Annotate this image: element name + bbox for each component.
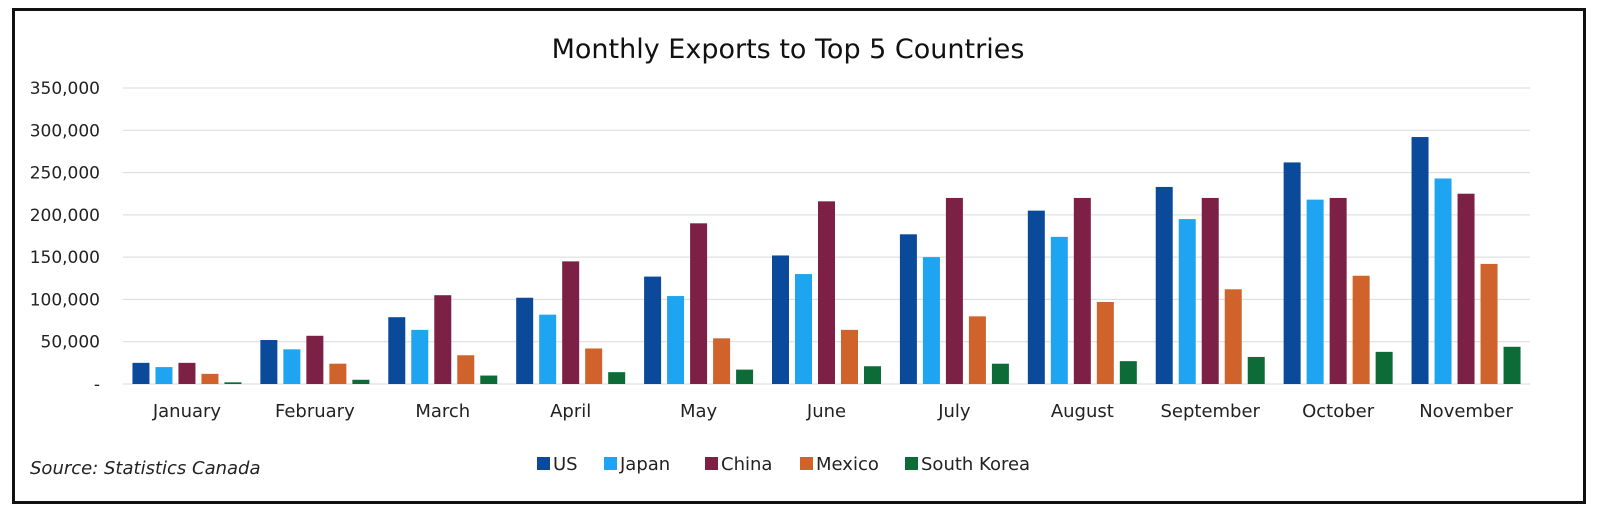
bar-us <box>1283 162 1301 384</box>
bar-us <box>132 362 150 384</box>
bar-china <box>818 201 835 384</box>
bar-us <box>899 234 917 384</box>
chart-border <box>12 8 1586 504</box>
y-axis-ticks: - 50,000 100,000 150,000 200,000 250,000 300,0… <box>30 79 100 395</box>
bar-south-korea <box>736 369 754 384</box>
bar-japan <box>539 314 557 384</box>
legend-swatch <box>604 457 617 470</box>
bar-mexico <box>329 363 347 384</box>
bar-us <box>1027 210 1045 384</box>
y-tick-label: 50,000 <box>41 333 100 353</box>
legend-label: US <box>553 454 578 475</box>
bar-mexico <box>968 316 986 384</box>
y-tick-label: 100,000 <box>30 290 100 310</box>
source-note: Source: Statistics Canada <box>30 458 261 479</box>
y-tick-label: 350,000 <box>30 79 100 99</box>
bar-mexico <box>585 348 603 384</box>
bar-china <box>1329 197 1347 384</box>
bar-south-korea <box>608 372 626 384</box>
bar-japan <box>1178 219 1196 384</box>
chart-title: Monthly Exports to Top 5 Countries <box>552 34 1025 65</box>
x-tick-label: October <box>1302 401 1375 422</box>
legend-swatch <box>800 457 813 470</box>
bars <box>132 137 1521 384</box>
bar-japan <box>155 367 173 384</box>
bar-us <box>388 317 406 384</box>
bar-south-korea <box>224 382 242 384</box>
bar-japan <box>795 274 812 384</box>
bar-us <box>260 340 278 384</box>
bar-south-korea <box>1503 346 1521 384</box>
legend-label: China <box>721 454 772 475</box>
bar-mexico <box>201 373 219 384</box>
legend-swatch <box>905 457 918 470</box>
y-tick-label: - <box>94 375 100 395</box>
bar-japan <box>1050 236 1068 384</box>
bar-mexico <box>1224 289 1242 384</box>
bar-japan <box>1306 199 1324 384</box>
bar-south-korea <box>1119 361 1137 384</box>
bar-us <box>1411 137 1429 384</box>
x-tick-label: January <box>152 401 222 422</box>
bar-japan <box>411 329 429 384</box>
legend-swatch <box>705 457 718 470</box>
x-tick-label: November <box>1419 401 1513 422</box>
x-axis-labels: January February March April May June July Augu… <box>152 401 1514 422</box>
legend: US Japan China Mexico South Korea <box>537 454 1030 475</box>
bar-japan <box>283 349 301 384</box>
x-tick-label: May <box>680 401 718 422</box>
y-tick-label: 150,000 <box>30 248 100 268</box>
bar-china <box>1457 193 1475 384</box>
bar-south-korea <box>1375 351 1393 384</box>
legend-label: South Korea <box>921 454 1030 475</box>
bar-china <box>434 295 452 384</box>
bar-japan <box>922 257 940 384</box>
bar-mexico <box>457 355 475 384</box>
x-tick-label: June <box>806 401 846 422</box>
y-tick-label: 200,000 <box>30 206 100 226</box>
bar-mexico <box>1480 263 1498 384</box>
bar-china <box>690 223 708 384</box>
bar-china <box>1201 197 1219 384</box>
bar-mexico <box>841 329 858 384</box>
bar-mexico <box>1096 301 1114 384</box>
bar-china <box>945 197 963 384</box>
legend-swatch <box>537 457 550 470</box>
x-tick-label: July <box>937 401 971 422</box>
bar-japan <box>667 296 685 384</box>
bar-south-korea <box>1247 356 1265 384</box>
x-tick-label: March <box>415 401 470 422</box>
legend-label: Japan <box>619 454 670 475</box>
bar-china <box>562 261 580 384</box>
x-tick-label: August <box>1051 401 1114 422</box>
x-tick-label: September <box>1160 401 1260 422</box>
bar-us <box>516 297 534 384</box>
bar-mexico <box>713 338 731 384</box>
bar-china <box>178 362 196 384</box>
bar-us <box>1155 186 1173 384</box>
y-tick-label: 300,000 <box>30 121 100 141</box>
bar-mexico <box>1352 275 1370 384</box>
bar-south-korea <box>480 375 498 384</box>
x-tick-label: April <box>550 401 591 422</box>
y-tick-label: 250,000 <box>30 164 100 184</box>
bar-japan <box>1434 178 1452 384</box>
legend-label: Mexico <box>816 454 879 475</box>
bar-china <box>1073 197 1091 384</box>
x-tick-label: February <box>275 401 355 422</box>
bar-us <box>644 276 662 384</box>
bar-south-korea <box>864 366 881 384</box>
bar-china <box>306 335 324 384</box>
bar-us <box>772 255 789 384</box>
bar-south-korea <box>352 379 370 384</box>
bar-south-korea <box>991 363 1009 384</box>
